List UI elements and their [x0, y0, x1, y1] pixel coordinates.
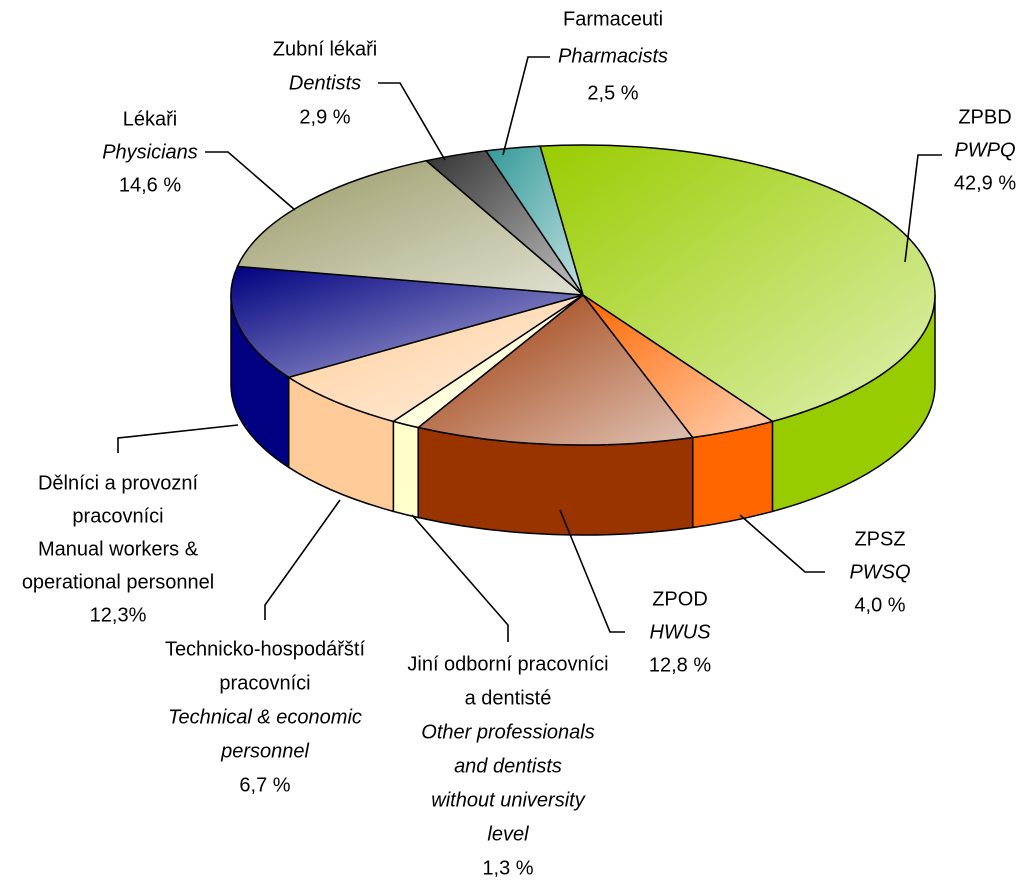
pie-slice [416, 293, 695, 446]
slice-label: Pharmacists [558, 45, 668, 67]
slice-label: Dělníci a provozní [38, 472, 199, 494]
data-label: 6,7 % [239, 774, 290, 796]
slice-label: ZPBD [958, 106, 1011, 128]
slice-label: Other professionals [421, 721, 594, 743]
leader-line [904, 154, 942, 263]
pie-slice [230, 265, 584, 379]
data-label: 12,3% [90, 604, 147, 626]
data-label: 12,8 % [649, 654, 711, 676]
leader-line [411, 514, 509, 642]
leader-line [739, 514, 825, 573]
pie-slice [236, 159, 586, 296]
slice-label: and dentists [454, 755, 562, 777]
slice-label: without university [431, 789, 585, 811]
slice-label: Zubní lékaři [273, 38, 378, 60]
slice-label: Dentists [289, 72, 361, 94]
leader-line [378, 82, 446, 161]
slice-label: ZPSZ [854, 528, 905, 550]
slice-label: pracovníci [219, 672, 310, 694]
slice-label: Lékaři [123, 108, 177, 130]
slice-label: Jiní odborní pracovníci [407, 653, 608, 675]
pie-slice [286, 294, 584, 423]
slice-label: Manual workers & [38, 538, 199, 560]
slice-label: ZPOD [652, 588, 708, 610]
slice-label: Physicians [102, 141, 198, 163]
slice-label: a dentisté [465, 687, 552, 709]
data-label: 4,0 % [854, 594, 905, 616]
data-label: 1,3 % [482, 857, 533, 879]
slice-label: Farmaceuti [563, 8, 663, 30]
data-label: 2,9 % [299, 106, 350, 128]
slice-label: PWPQ [954, 139, 1015, 161]
data-label: 2,5 % [587, 82, 638, 104]
leader-line [502, 56, 550, 156]
data-label: 14,6 % [119, 174, 181, 196]
slice-label: personnel [220, 740, 309, 762]
slice-label: HWUS [649, 621, 711, 643]
pie-slice [484, 145, 584, 296]
data-label: 42,9 % [954, 172, 1016, 194]
slice-label: level [487, 823, 529, 845]
slice-label: PWSQ [849, 561, 910, 583]
leader-line [205, 151, 296, 211]
slice-label: Technical & economic [168, 706, 362, 728]
leader-line [264, 499, 341, 620]
pie-slice [539, 144, 936, 423]
slice-label: pracovníci [72, 505, 163, 527]
leader-line [559, 509, 625, 633]
leader-line [117, 424, 239, 453]
pie-wall [691, 420, 774, 529]
slice-label: Technicko-hospodářští [165, 638, 366, 660]
pie-wall [392, 420, 419, 519]
slice-label: operational personnel [22, 571, 214, 593]
